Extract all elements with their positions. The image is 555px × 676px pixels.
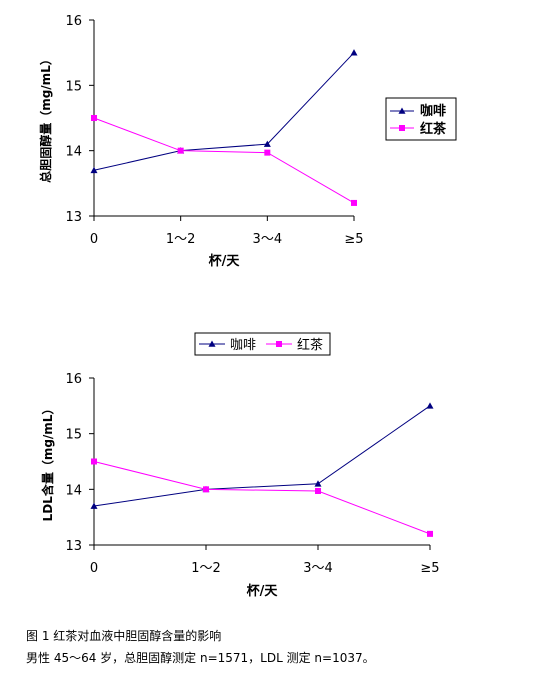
data-point-tea	[177, 147, 184, 154]
y-tick-label: 15	[65, 79, 82, 94]
legend-label-coffee: 咖啡	[230, 338, 256, 353]
data-point-coffee	[263, 140, 271, 147]
figure-caption-note: 男性 45～64 岁，总胆固醇测定 n=1571，LDL 测定 n=1037。	[26, 651, 375, 665]
legend-marker-coffee	[398, 107, 406, 114]
data-point-tea	[427, 530, 433, 537]
legend-box	[194, 332, 331, 356]
x-tick-label: ≥5	[420, 561, 439, 576]
data-point-coffee	[426, 402, 434, 409]
legend-marker-coffee	[208, 340, 216, 347]
y-axis-label: 总胆固醇量（mg/mL）	[38, 53, 53, 183]
figure-caption-title: 图 1 红茶对血液中胆固醇含量的影响	[26, 629, 222, 643]
data-point-tea	[203, 486, 209, 493]
series-line-tea	[93, 461, 431, 535]
legend: 咖啡 红茶	[385, 97, 457, 141]
x-tick-label: 3～4	[253, 232, 283, 247]
data-point-tea	[315, 488, 321, 495]
data-point-tea	[351, 199, 357, 206]
y-tick-label: 15	[65, 428, 82, 443]
x-tick-label: 0	[90, 232, 98, 247]
y-tick-label: 14	[65, 145, 82, 160]
x-tick-label: 1～2	[191, 561, 221, 576]
legend: 咖啡 红茶	[194, 332, 331, 356]
x-axis-label: 杯/天	[209, 253, 241, 269]
y-tick-label: 16	[65, 14, 82, 29]
data-point-tea	[91, 458, 97, 465]
data-point-coffee	[90, 502, 98, 509]
data-point-tea	[91, 115, 97, 121]
data-point-coffee	[314, 480, 322, 487]
y-axis-label: LDL含量（mg/mL）	[40, 403, 55, 522]
series-line-coffee	[93, 405, 431, 507]
series-line-coffee	[93, 52, 355, 171]
x-tick-label: 3～4	[303, 561, 333, 576]
y-tick-label: 13	[65, 210, 82, 225]
x-axis-label: 杯/天	[247, 583, 279, 599]
data-point-coffee	[90, 166, 98, 174]
legend-marker-tea	[399, 125, 405, 131]
chart-total-cholesterol: 13 14 15 16 0 1～2 3～4 ≥5 杯/天 总胆固醇量（mg/mL） 咖啡 红茶	[38, 14, 457, 269]
legend-label-coffee: 咖啡	[420, 103, 446, 119]
chart-ldl: 咖啡 红茶 13 14 15 16 0 1～2 3～4 ≥5 杯/天 LDL含量（mg/mL）	[40, 332, 440, 599]
x-tick-label: 1～2	[166, 232, 196, 247]
legend-marker-tea	[276, 341, 282, 347]
series-line-tea	[93, 117, 355, 204]
y-tick-label: 13	[65, 539, 82, 554]
legend-label-tea: 红茶	[420, 121, 447, 137]
legend-label-tea: 红茶	[297, 337, 323, 353]
legend-box	[385, 97, 457, 141]
x-tick-label: ≥5	[344, 232, 363, 247]
data-point-coffee	[350, 49, 358, 56]
x-tick-label: 0	[90, 561, 98, 576]
data-point-tea	[264, 149, 271, 156]
y-tick-label: 16	[65, 372, 82, 387]
y-tick-label: 14	[65, 483, 82, 498]
